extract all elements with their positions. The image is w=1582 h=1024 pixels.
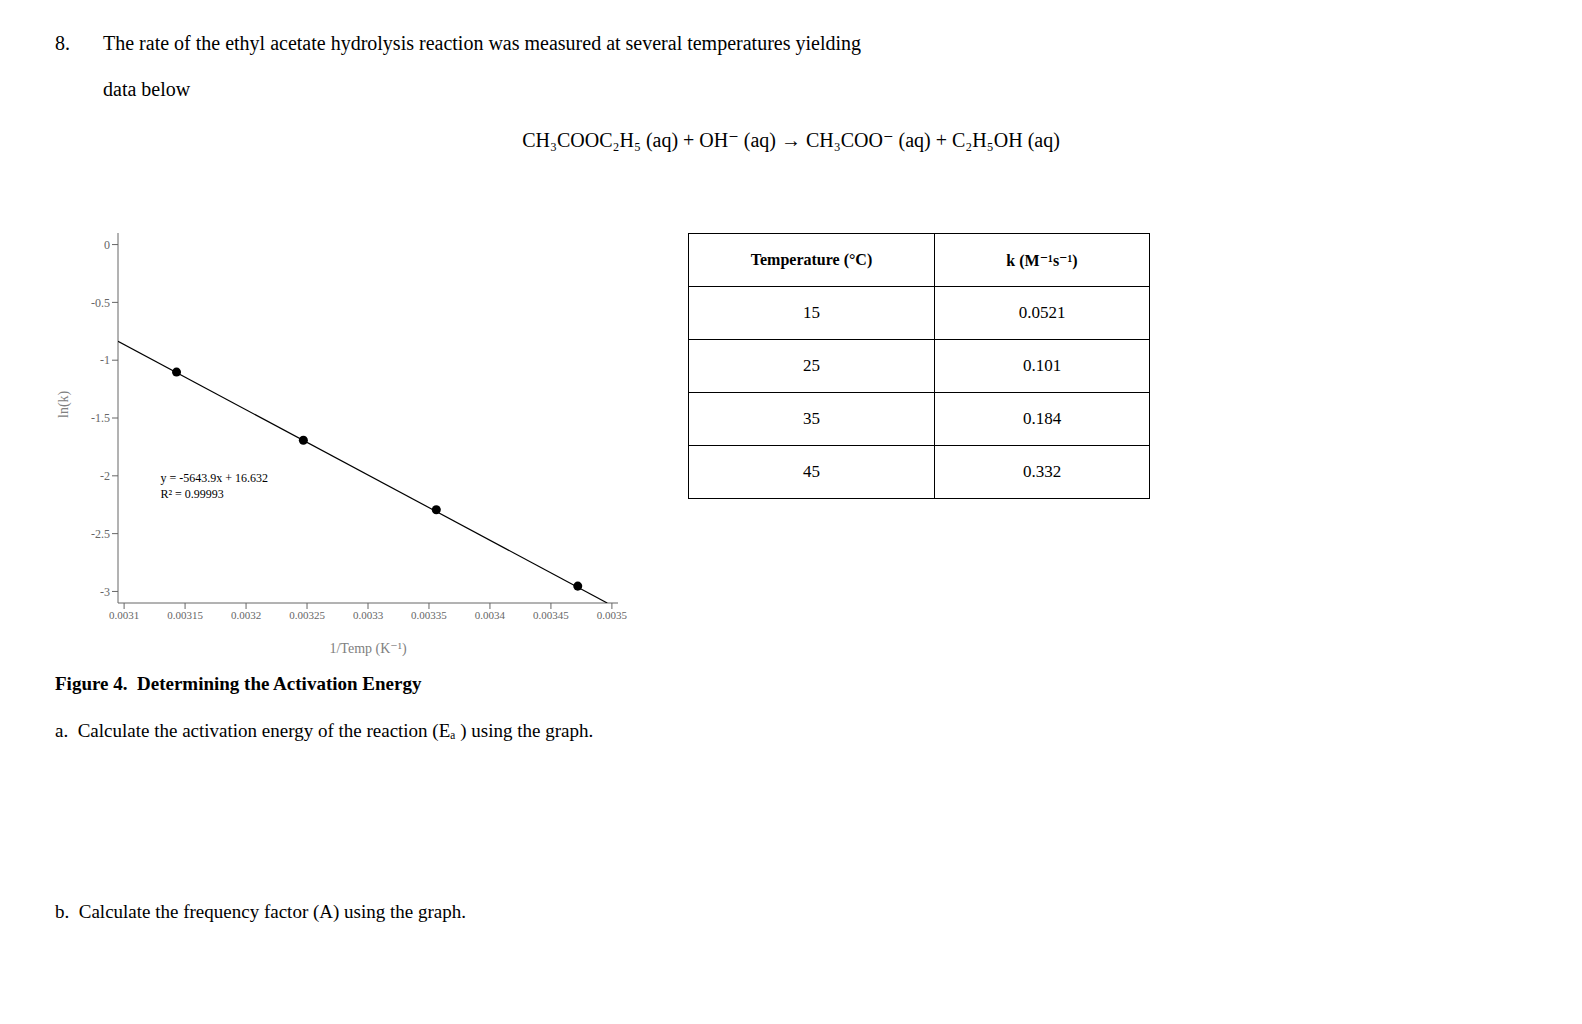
svg-text:0.00335: 0.00335 [411, 609, 447, 621]
html-text:15: 15 [803, 303, 820, 322]
svg-text:0.00325: 0.00325 [289, 609, 325, 621]
html-text:k (M⁻¹s⁻¹): k (M⁻¹s⁻¹) [1006, 251, 1078, 269]
svg-text:-1.5: -1.5 [91, 411, 110, 425]
html-text:The rate of the ethyl acetate: The rate of the ethyl acetate hydrolysis… [103, 32, 861, 100]
svg-text:0.0034: 0.0034 [475, 609, 506, 621]
svg-text:ln(k): ln(k) [56, 390, 72, 418]
html-text:R² = 0.99993: R² = 0.99993 [160, 486, 224, 501]
svg-text:0.0031: 0.0031 [109, 609, 139, 621]
html-text:0.0521: 0.0521 [1018, 303, 1066, 322]
svg-text:0.0033: 0.0033 [353, 609, 384, 621]
html-text:45: 45 [803, 462, 820, 481]
html-text:0.101: 0.101 [1022, 356, 1062, 375]
svg-text:0.00345: 0.00345 [533, 609, 569, 621]
html-text:Temperature (°C): Temperature (°C) [750, 251, 873, 268]
svg-text:0.00315: 0.00315 [167, 609, 203, 621]
svg-text:0: 0 [104, 238, 110, 252]
html-text:25: 25 [803, 356, 820, 375]
html-text:CH₃COOC₂H₅ (aq) + OH⁻ (aq) → C: CH₃COOC₂H₅ (aq) + OH⁻ (aq) → CH₃COO⁻ (aq… [522, 129, 1060, 151]
svg-text:-2: -2 [100, 469, 110, 483]
html-text:y = -5643.9x + 16.632: y = -5643.9x + 16.632 [160, 470, 268, 485]
svg-text:-3: -3 [100, 585, 110, 599]
svg-text:1/Temp (K⁻¹): 1/Temp (K⁻¹) [329, 641, 406, 657]
svg-text:0.0035: 0.0035 [597, 609, 628, 621]
html-text:35: 35 [803, 409, 820, 428]
html-text:8.: 8. [55, 32, 70, 54]
svg-text:-2.5: -2.5 [91, 527, 110, 541]
html-text:b. Calculate the frequency fac: b. Calculate the frequency factor (A) us… [55, 901, 466, 922]
svg-text:0.0032: 0.0032 [231, 609, 261, 621]
html-text:a. Calculate the activation en: a. Calculate the activation energy of th… [55, 720, 594, 741]
html-text:0.332: 0.332 [1022, 462, 1062, 481]
svg-text:-0.5: -0.5 [91, 296, 110, 310]
html-text:0.184: 0.184 [1022, 409, 1062, 428]
svg-text:-1: -1 [100, 353, 110, 367]
html-text:Figure 4. Determining the Acti: Figure 4. Determining the Activation Ene… [55, 673, 422, 694]
